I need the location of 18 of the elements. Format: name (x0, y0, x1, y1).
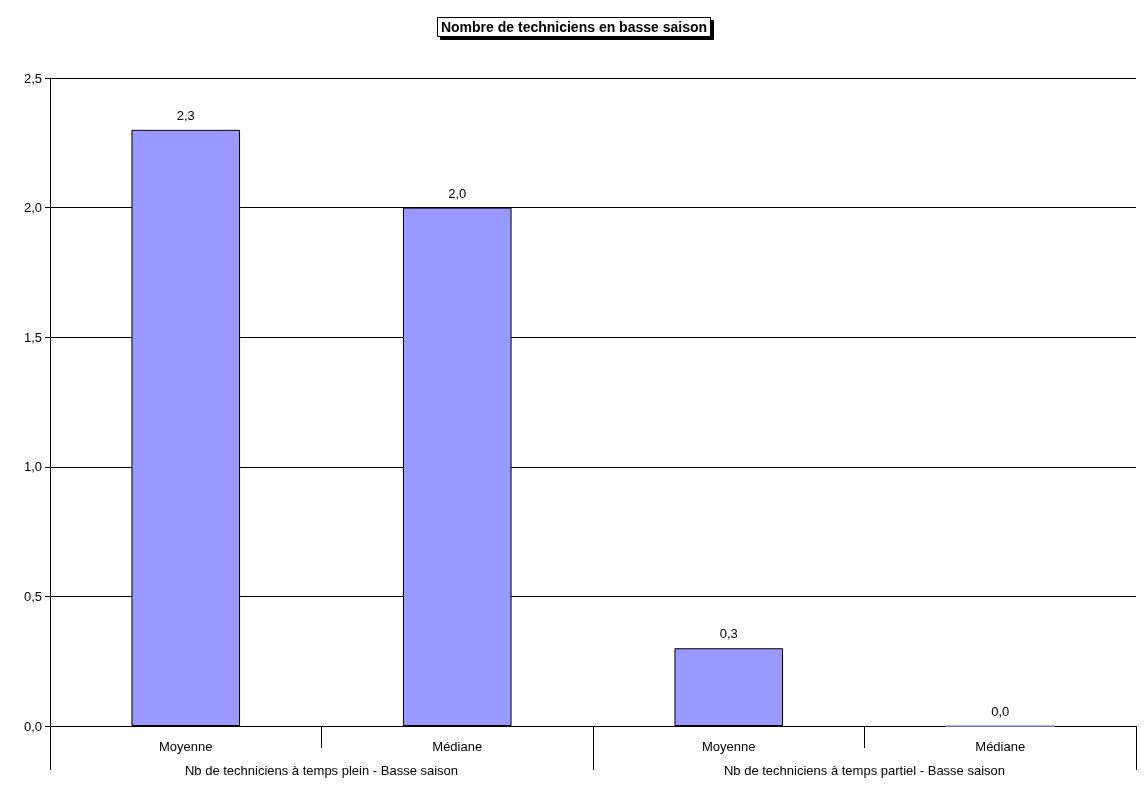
y-tick-label: 2,0 (23, 200, 42, 216)
y-tick-label: 2,5 (23, 70, 42, 86)
data-label: 2,3 (176, 107, 195, 123)
data-label: 0,0 (991, 703, 1010, 719)
x-tick-label: Moyenne (159, 739, 213, 754)
bar (674, 648, 784, 726)
y-tick-label: 1,5 (23, 329, 42, 345)
x-tick-label: Médiane (975, 739, 1026, 754)
data-label: 2,0 (448, 185, 467, 201)
y-tick-label: 0,5 (23, 588, 42, 604)
data-label: 0,3 (719, 626, 738, 642)
chart-title: Nombre de techniciens en basse saison (440, 19, 708, 35)
y-tick-label: 0,0 (23, 718, 42, 734)
x-tick-label: Médiane (432, 739, 483, 754)
y-tick-label: 1,0 (23, 459, 42, 475)
x-tick-label: Moyenne (702, 739, 756, 754)
text: Nb de techniciens à temps plein - Basse saison (184, 763, 459, 778)
text: Nb de techniciens à temps partiel - Basse saison (723, 763, 1006, 778)
